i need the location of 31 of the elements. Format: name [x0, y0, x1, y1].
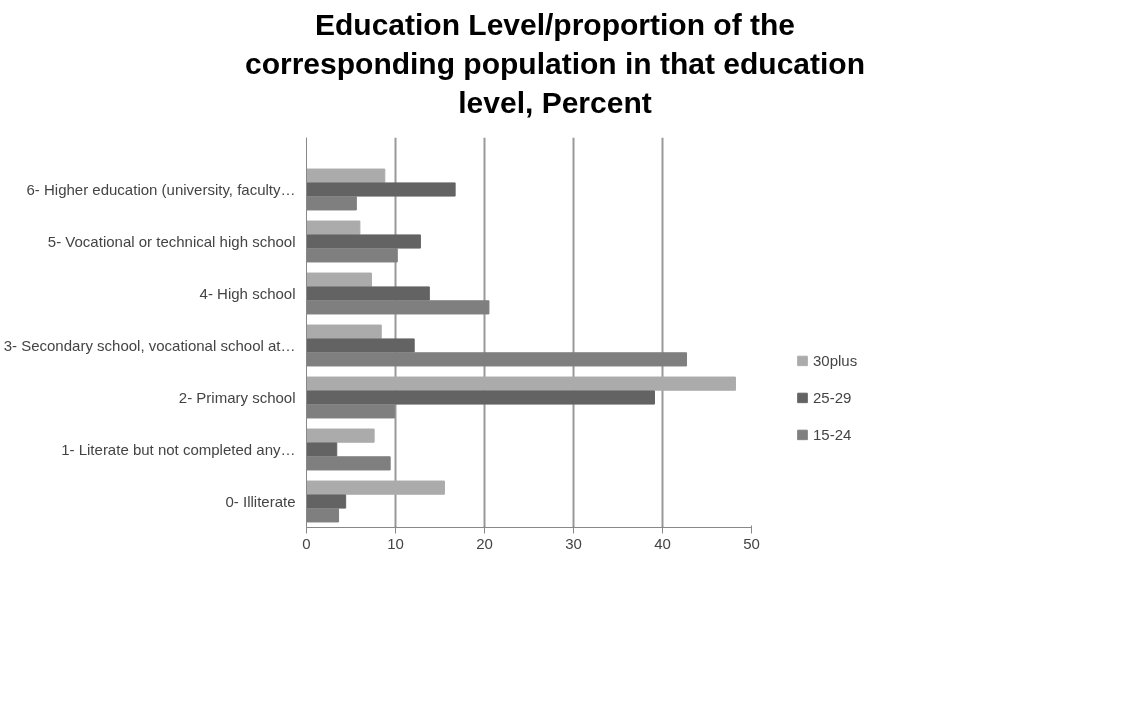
y-tick-label: 4- High school — [199, 285, 296, 302]
y-tick-label: 6- Higher education (university, faculty… — [26, 181, 296, 198]
chart-title: Education Level/proportion of the corresponding population in that education level, Percent — [245, 7, 865, 121]
x-tick-label: 20 — [476, 534, 493, 552]
bar — [306, 220, 361, 235]
bar — [306, 480, 445, 495]
x-tick-label: 50 — [743, 534, 760, 552]
bar — [306, 234, 421, 249]
x-tick-label: 30 — [565, 534, 582, 552]
y-tick-label: 2- Primary school — [178, 389, 296, 406]
bar — [306, 182, 456, 197]
y-tick-label: 3- Secondary school, vocational school at… — [3, 337, 296, 354]
bar — [306, 390, 655, 405]
x-tick-label: 40 — [654, 534, 671, 552]
legend-label: 30plus — [813, 351, 858, 369]
bar — [306, 286, 430, 301]
x-tick-label: 10 — [387, 534, 404, 552]
bar — [306, 272, 372, 287]
bar — [306, 168, 386, 183]
bar — [306, 376, 736, 391]
bar — [306, 442, 338, 457]
bar — [306, 324, 382, 339]
bar — [306, 428, 375, 443]
y-tick-label: 1- Literate but not completed any… — [61, 441, 296, 458]
bar — [306, 338, 415, 353]
legend-label: 15-24 — [813, 425, 852, 443]
legend-label: 25-29 — [813, 388, 852, 406]
y-tick-label: 0- Illiterate — [225, 493, 296, 510]
x-tick-label: 0 — [302, 534, 311, 552]
y-tick-label: 5- Vocational or technical high school — [47, 233, 296, 250]
bar — [306, 494, 347, 509]
